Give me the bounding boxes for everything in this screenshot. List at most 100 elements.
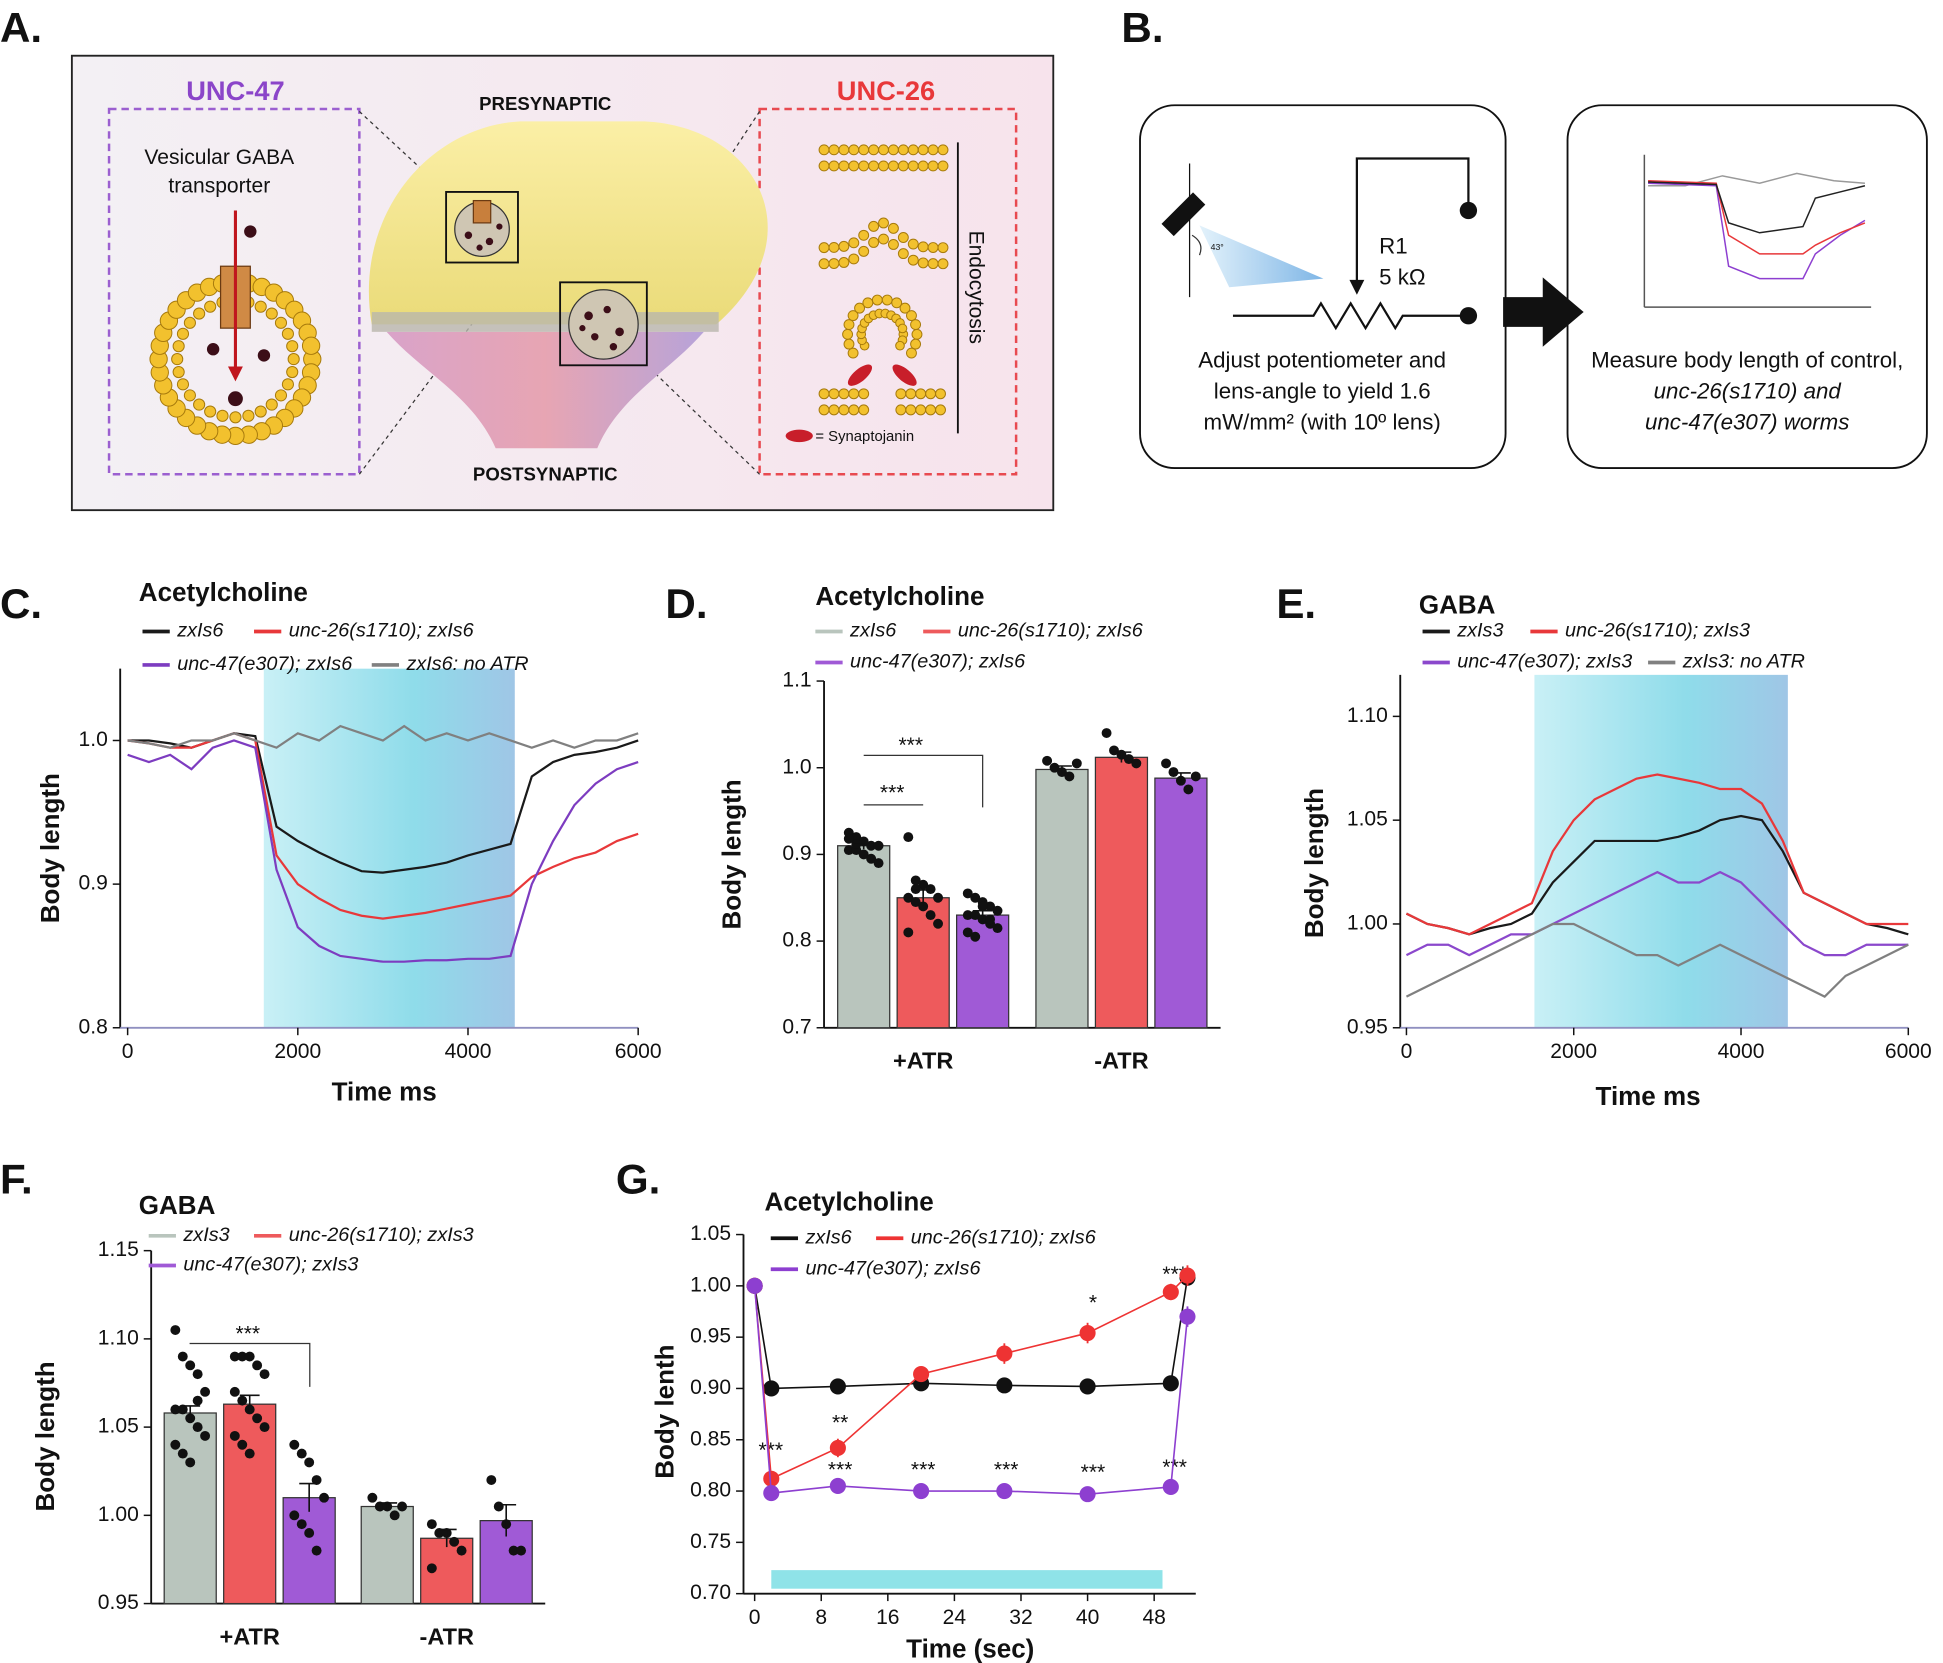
- data-point: [910, 875, 921, 886]
- gaba: [228, 391, 243, 407]
- bar: [1094, 756, 1149, 1029]
- lipid: [848, 253, 860, 265]
- significance-label: ***: [236, 1322, 261, 1345]
- data-point: [1042, 755, 1053, 766]
- data-point: [1161, 758, 1172, 769]
- legend-label: zxIs3: [182, 1224, 229, 1246]
- lipid: [905, 404, 917, 416]
- caption-line: Measure body length of control,: [1591, 347, 1903, 372]
- lipid: [899, 302, 911, 314]
- legend-label: zxIs6: no ATR: [405, 653, 528, 675]
- legend-label: unc-47(e307); zxIs6: [850, 651, 1026, 673]
- lipid: [878, 217, 889, 229]
- data-point: [866, 840, 877, 851]
- x-tick-label: -ATR: [1094, 1048, 1148, 1074]
- data-point: [1079, 1325, 1096, 1342]
- lipid: [937, 242, 949, 254]
- data-point: [170, 1404, 181, 1415]
- lipid: [838, 257, 850, 268]
- legend-label: unc-26(s1710); zxIs3: [289, 1224, 474, 1246]
- legend-label: unc-47(e307); zxIs6: [177, 653, 353, 675]
- lipid: [818, 242, 830, 254]
- region-label: PRESYNAPTIC: [479, 93, 611, 114]
- x-tick-label: 24: [943, 1606, 967, 1629]
- resistor-name: R1: [1379, 234, 1407, 259]
- lipid: [286, 340, 299, 353]
- lipid: [193, 307, 206, 320]
- bar: [1154, 777, 1208, 1029]
- data-point: [367, 1492, 378, 1503]
- data-point: [746, 1277, 763, 1294]
- data-point: [1168, 767, 1179, 778]
- lipid: [862, 297, 874, 309]
- transport-arrow: [228, 366, 243, 382]
- terminal: [1459, 307, 1478, 325]
- lipid: [828, 160, 840, 172]
- lipid: [843, 319, 855, 331]
- lipid: [895, 404, 907, 416]
- significance-label: ***: [758, 1439, 783, 1462]
- series-line: [127, 739, 639, 963]
- data-point: [962, 910, 973, 921]
- lipid: [828, 388, 840, 400]
- data-point: [426, 1519, 437, 1530]
- synaptojanin: [847, 364, 873, 386]
- data-point: [1162, 1375, 1179, 1392]
- data-point: [170, 1325, 181, 1336]
- x-axis-label: Time ms: [332, 1076, 437, 1106]
- lipid: [828, 258, 840, 269]
- series-line: [1405, 773, 1909, 936]
- chart-title: GABA: [1419, 590, 1496, 620]
- x-tick-label: 2000: [1550, 1040, 1597, 1063]
- data-point: [252, 1413, 263, 1424]
- data-point: [925, 884, 936, 895]
- data-point: [903, 927, 914, 938]
- data-point: [829, 1378, 846, 1395]
- legend-label: zxIs6: [804, 1227, 852, 1249]
- y-tick-label: 0.9: [782, 842, 811, 865]
- legend-label: unc-26(s1710); zxIs6: [911, 1227, 1097, 1249]
- lipid: [842, 328, 854, 340]
- lipid: [242, 409, 255, 422]
- lipid: [204, 300, 217, 313]
- data-point: [296, 1519, 307, 1530]
- lipid: [818, 388, 830, 400]
- data-point: [1101, 728, 1112, 739]
- chart-title: Acetylcholine: [139, 577, 308, 607]
- data-point: [185, 1457, 196, 1468]
- protein-title: UNC-26: [837, 75, 935, 106]
- lipid: [858, 144, 870, 156]
- data-point: [1190, 771, 1201, 782]
- lipid: [895, 388, 907, 400]
- y-tick-label: 1.00: [690, 1273, 731, 1296]
- legend-label: = Synaptojanin: [815, 429, 914, 445]
- significance-label: ***: [911, 1459, 936, 1482]
- stimulus-window: [771, 1570, 1163, 1589]
- lipid: [937, 144, 949, 156]
- lipid: [818, 404, 830, 416]
- data-point: [289, 1439, 300, 1450]
- lipid: [897, 248, 909, 260]
- y-tick-label: 1.0: [79, 728, 108, 751]
- y-axis-label: Body length: [30, 1361, 60, 1511]
- data-point: [985, 901, 996, 912]
- lipid: [907, 254, 919, 266]
- lipid: [193, 398, 206, 411]
- y-tick-label: 0.95: [98, 1591, 139, 1614]
- lipid: [878, 233, 889, 245]
- zoom-box: [559, 281, 648, 367]
- lipid: [906, 347, 917, 359]
- data-point: [851, 839, 862, 849]
- legend-label: zxIs3: [1456, 620, 1503, 642]
- data-point: [925, 910, 936, 921]
- unc26-box: [758, 107, 1018, 476]
- data-point: [508, 1545, 519, 1556]
- unc47-box: [107, 107, 361, 476]
- data-point: [516, 1545, 527, 1556]
- mini-traces: [1643, 154, 1872, 308]
- lipid: [172, 340, 185, 353]
- lipid: [858, 245, 870, 257]
- lipid: [183, 316, 196, 329]
